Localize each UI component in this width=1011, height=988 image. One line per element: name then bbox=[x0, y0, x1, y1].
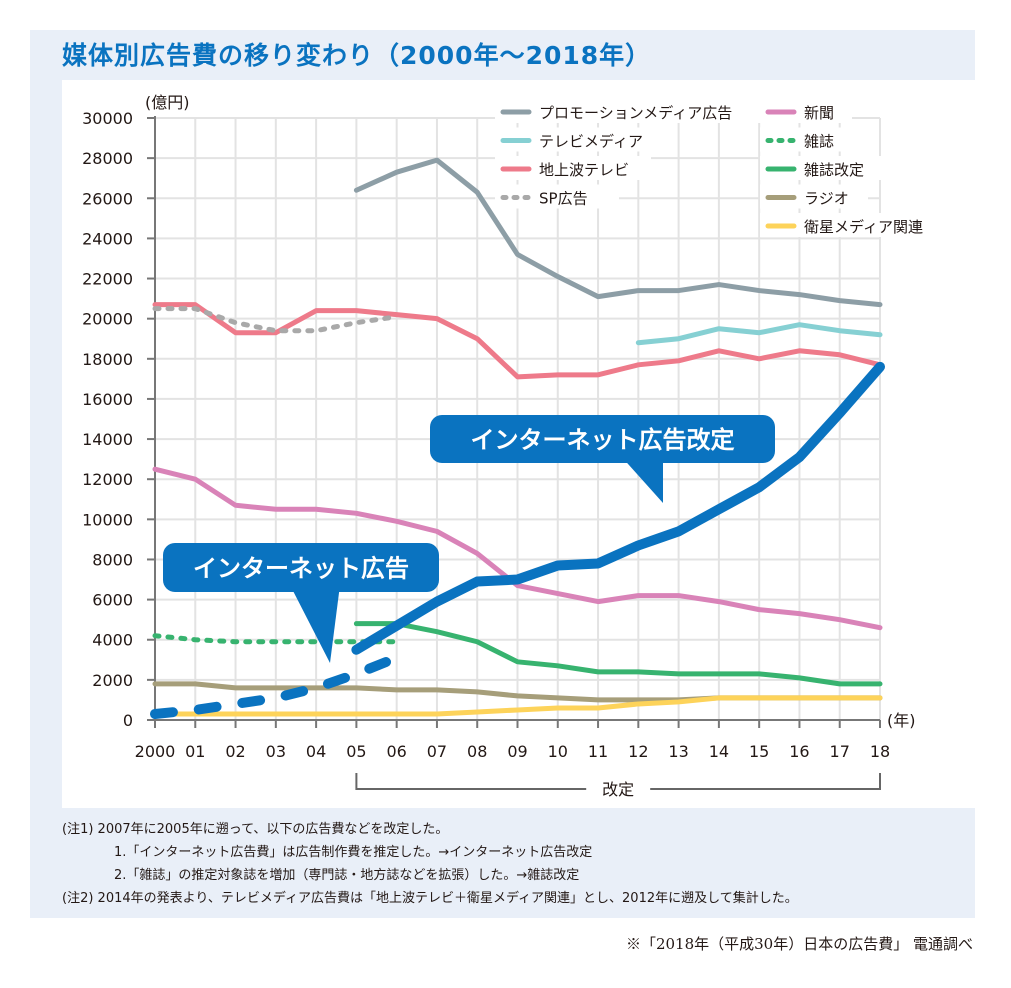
legend-label: 新聞 bbox=[804, 104, 834, 122]
x-tick-label: 03 bbox=[266, 742, 286, 761]
note-1-item-2: 2.「雑誌」の推定対象誌を増加（専門誌・地方誌などを拡張）した。→雑誌改定 bbox=[114, 868, 580, 883]
series-line-2 bbox=[152, 302, 883, 380]
legend-label: 地上波テレビ bbox=[539, 161, 629, 179]
series-line-4 bbox=[152, 466, 883, 631]
y-tick-label: 30000 bbox=[82, 109, 133, 128]
y-tick-label: 14000 bbox=[82, 430, 133, 449]
y-tick-label: 2000 bbox=[92, 671, 133, 690]
series-line-0 bbox=[353, 157, 883, 308]
revision-label: 改定 bbox=[602, 780, 634, 799]
notes: (注1) 2007年に2005年に遡って、以下の広告費などを改定した。 1.「イ… bbox=[62, 818, 798, 910]
internet-revised-callout-pointer bbox=[620, 455, 663, 503]
series-line-10 bbox=[351, 361, 885, 655]
y-tick-label: 18000 bbox=[82, 350, 133, 369]
x-tick-label: 02 bbox=[225, 742, 245, 761]
series-line-3 bbox=[152, 306, 400, 334]
x-tick-label: 15 bbox=[749, 742, 769, 761]
y-tick-label: 24000 bbox=[82, 229, 133, 248]
y-tick-label: 22000 bbox=[82, 270, 133, 289]
legend-label: ラジオ bbox=[804, 190, 849, 208]
x-tick-label: 13 bbox=[668, 742, 688, 761]
x-tick-label: 14 bbox=[709, 742, 729, 761]
series-line-9 bbox=[150, 652, 402, 719]
x-tick-label: 07 bbox=[427, 742, 447, 761]
y-tick-label: 20000 bbox=[82, 310, 133, 329]
x-tick-label: 12 bbox=[628, 742, 648, 761]
chart-title: 媒体別広告費の移り変わり（2000年～2018年） bbox=[62, 41, 652, 70]
y-tick-label: 8000 bbox=[92, 550, 133, 569]
x-tick-label: 11 bbox=[588, 742, 608, 761]
y-tick-label: 6000 bbox=[92, 591, 133, 610]
x-tick-label: 04 bbox=[306, 742, 326, 761]
internet-revised-callout-bubble bbox=[430, 415, 775, 463]
y-tick-label: 12000 bbox=[82, 470, 133, 489]
legend-label: プロモーションメディア広告 bbox=[539, 104, 732, 122]
series-line-1 bbox=[635, 322, 883, 346]
x-tick-label: 08 bbox=[467, 742, 487, 761]
internet-revised-callout-label: インターネット広告改定 bbox=[471, 426, 735, 454]
x-tick-label: 09 bbox=[507, 742, 527, 761]
note-1-item-1: 1.「インターネット広告費」は広告制作費を推定した。→インターネット広告改定 bbox=[114, 845, 593, 860]
series-line-5 bbox=[152, 633, 400, 645]
source-credit: ※「2018年（平成30年）日本の広告費」 電通調べ bbox=[625, 935, 973, 953]
y-tick-label: 26000 bbox=[82, 189, 133, 208]
y-tick-label: 10000 bbox=[82, 510, 133, 529]
legend-label: テレビメディア bbox=[539, 133, 643, 151]
internet-callout-pointer bbox=[290, 585, 340, 663]
legend-label: 衛星メディア関連 bbox=[804, 218, 923, 236]
y-tick-label: 16000 bbox=[82, 390, 133, 409]
x-tick-label: 18 bbox=[870, 742, 890, 761]
note-2: (注2) 2014年の発表より、テレビメディア広告費は「地上波テレビ＋衛星メディ… bbox=[62, 891, 798, 906]
y-tick-label: 0 bbox=[123, 711, 133, 730]
x-tick-label: 2000 bbox=[135, 742, 176, 761]
x-tick-label: 10 bbox=[548, 742, 568, 761]
legend-bg bbox=[760, 127, 852, 152]
revision-bracket bbox=[355, 773, 881, 790]
legend-bg bbox=[495, 99, 763, 123]
y-tick-label: 28000 bbox=[82, 149, 133, 168]
internet-callout-bubble bbox=[163, 543, 439, 592]
internet-callout-label: インターネット広告 bbox=[193, 555, 409, 583]
y-tick-label: 4000 bbox=[92, 631, 133, 650]
legend-label: 雑誌 bbox=[804, 133, 834, 151]
x-axis-unit: (年) bbox=[887, 711, 916, 730]
legend-label: 雑誌改定 bbox=[804, 161, 864, 179]
x-tick-label: 17 bbox=[830, 742, 850, 761]
x-tick-label: 05 bbox=[346, 742, 366, 761]
series-line-6 bbox=[353, 621, 883, 687]
y-axis-unit: (億円) bbox=[145, 93, 190, 112]
x-tick-label: 06 bbox=[386, 742, 406, 761]
x-tick-label: 01 bbox=[185, 742, 205, 761]
legend-label: SP広告 bbox=[539, 190, 588, 208]
series-line-8 bbox=[152, 695, 883, 717]
note-1: (注1) 2007年に2005年に遡って、以下の広告費などを改定した。 bbox=[62, 822, 449, 837]
x-tick-label: 16 bbox=[789, 742, 809, 761]
